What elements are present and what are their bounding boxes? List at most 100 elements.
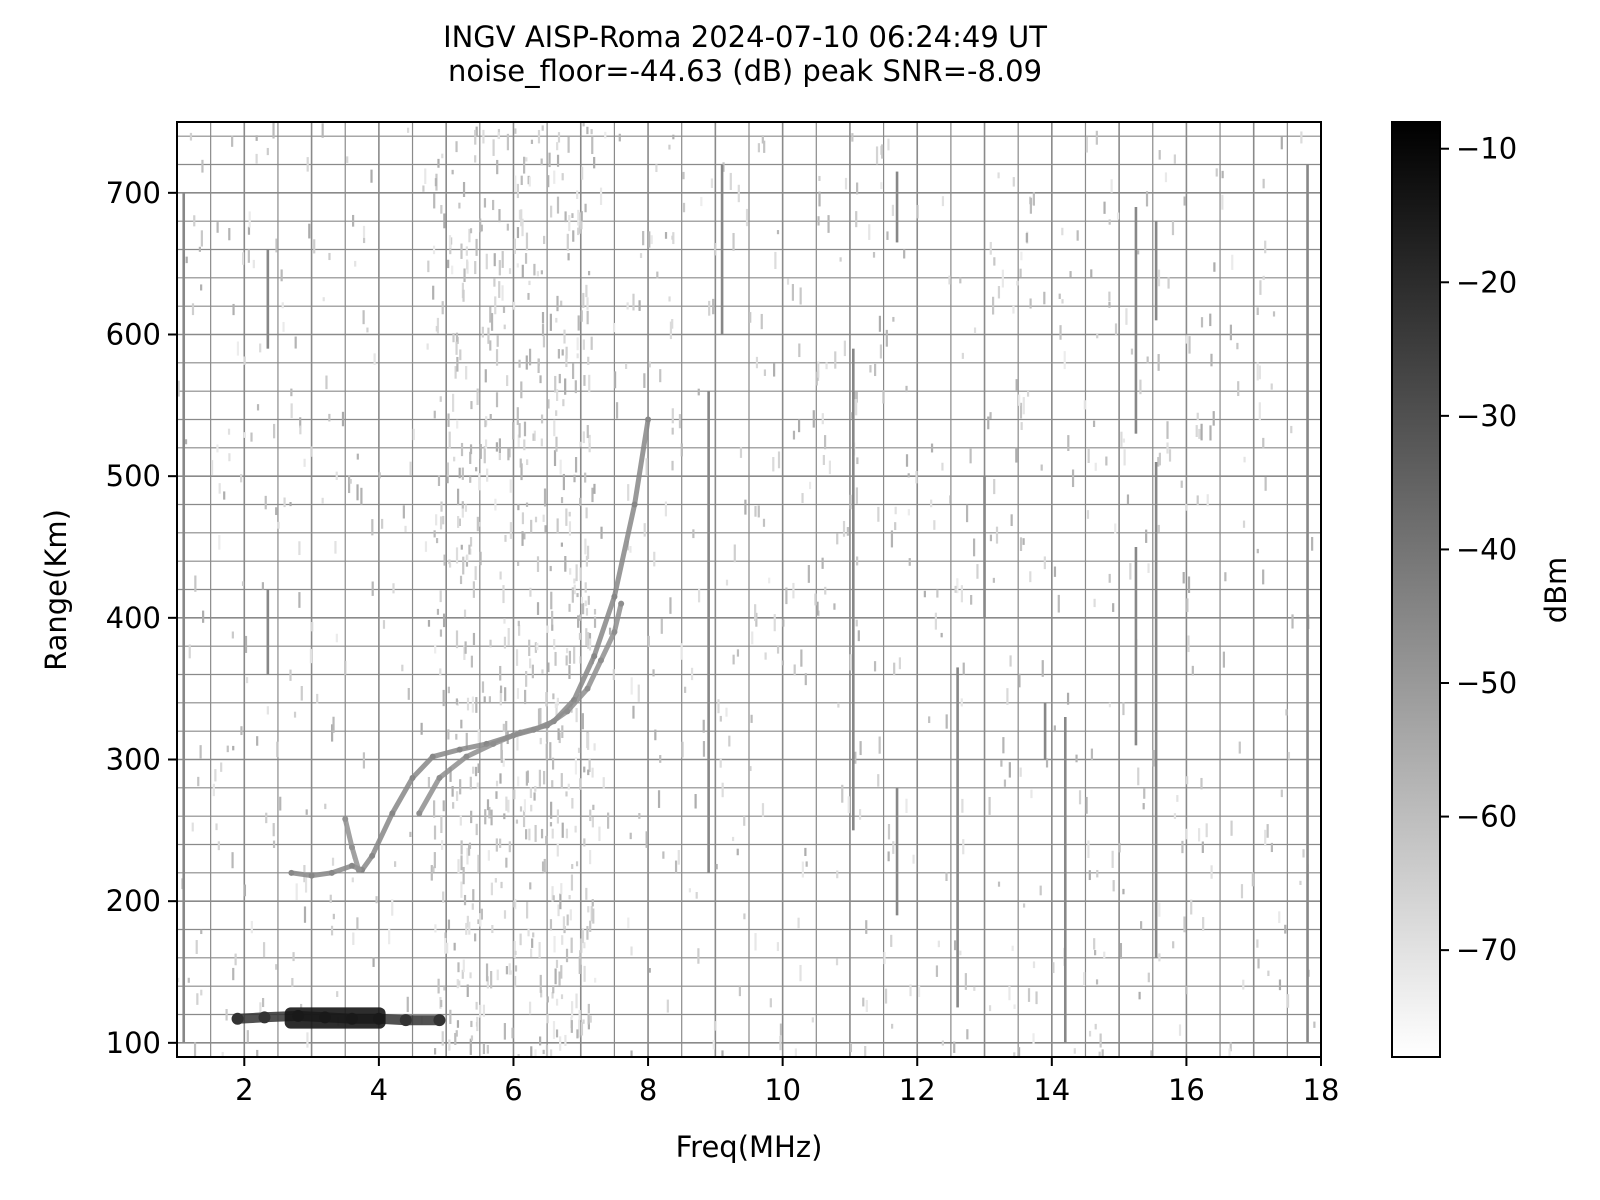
noise-speck — [495, 838, 498, 852]
noise-speck — [1145, 529, 1148, 543]
noise-speck — [495, 791, 498, 799]
noise-speck — [776, 646, 780, 654]
noise-speck — [568, 521, 572, 536]
noise-speck — [1167, 277, 1170, 289]
noise-speck — [433, 410, 436, 419]
noise-speck — [1000, 759, 1003, 767]
noise-speck — [487, 850, 490, 861]
noise-speck — [961, 352, 964, 359]
noise-speck — [793, 664, 796, 676]
noise-speck — [507, 627, 510, 646]
noise-speck — [551, 610, 554, 625]
noise-speck — [240, 726, 243, 736]
noise-speck — [478, 521, 481, 527]
noise-speck — [495, 780, 499, 787]
noise-speck — [457, 859, 460, 874]
noise-speck — [1229, 1042, 1232, 1052]
noise-speck — [1011, 945, 1014, 951]
noise-speck — [855, 487, 859, 504]
noise-speck — [486, 799, 490, 811]
noise-speck — [530, 139, 534, 144]
noise-speck — [953, 940, 957, 951]
noise-speck — [1195, 425, 1198, 437]
noise-speck — [292, 952, 295, 962]
noise-speck — [499, 571, 502, 580]
noise-speck — [684, 686, 687, 693]
noise-speck — [1018, 394, 1021, 406]
noise-speck — [503, 1023, 506, 1040]
noise-speck — [743, 913, 746, 920]
noise-speck — [243, 432, 246, 438]
noise-speck — [362, 225, 366, 239]
noise-speck — [1022, 903, 1026, 908]
noise-speck — [440, 999, 443, 1007]
x-axis-label: Freq(MHz) — [676, 1130, 823, 1164]
noise-speck — [459, 779, 462, 795]
y-axis-label: Range(Km) — [39, 509, 73, 671]
noise-speck — [522, 810, 526, 828]
noise-speck — [565, 647, 569, 654]
noise-speck — [215, 823, 218, 831]
noise-speck — [808, 481, 812, 490]
noise-speck — [1186, 776, 1189, 785]
noise-speck — [505, 720, 508, 739]
noise-speck — [406, 127, 410, 133]
noise-speck — [341, 411, 345, 427]
noise-speck — [488, 696, 491, 703]
noise-speck — [261, 997, 265, 1008]
noise-speck — [516, 688, 520, 699]
noise-speck — [546, 625, 549, 633]
noise-speck — [495, 442, 499, 452]
noise-speck — [509, 479, 512, 493]
noise-speck — [834, 351, 837, 369]
noise-speck — [1090, 748, 1094, 761]
noise-speck — [528, 348, 532, 366]
noise-speck — [507, 447, 510, 461]
noise-speck — [865, 1000, 868, 1013]
noise-speck — [465, 732, 468, 750]
noise-speck — [773, 363, 776, 377]
interference-column — [1154, 221, 1158, 321]
noise-speck — [456, 419, 459, 429]
colorbar-tick-label: −70 — [1456, 933, 1517, 967]
colorbar-tick-label: −30 — [1456, 399, 1517, 433]
noise-speck — [191, 303, 195, 316]
noise-speck — [1238, 741, 1241, 754]
noise-speck — [457, 516, 460, 528]
noise-speck — [497, 132, 500, 139]
noise-speck — [580, 596, 584, 604]
noise-speck — [496, 334, 499, 347]
noise-speck — [550, 801, 553, 819]
noise-speck — [551, 757, 555, 770]
colorbar-tick-label: −50 — [1456, 666, 1517, 700]
noise-speck — [458, 518, 461, 527]
trace-point — [429, 753, 436, 760]
noise-speck — [579, 441, 582, 447]
noise-speck — [1240, 884, 1244, 899]
noise-speck — [177, 380, 180, 397]
noise-speck — [280, 269, 283, 282]
noise-speck — [1076, 230, 1079, 241]
noise-speck — [521, 531, 524, 546]
colorbar — [1391, 121, 1441, 1058]
trace-point — [591, 653, 598, 660]
noise-speck — [565, 655, 568, 666]
noise-speck — [479, 218, 482, 233]
noise-speck — [577, 227, 580, 236]
noise-speck — [1119, 943, 1123, 959]
noise-speck — [779, 1035, 782, 1051]
noise-speck — [565, 791, 568, 797]
noise-speck — [873, 661, 877, 672]
noise-speck — [514, 950, 517, 956]
noise-speck — [234, 953, 237, 966]
noise-speck — [715, 863, 718, 870]
noise-speck — [578, 1019, 581, 1038]
noise-speck — [1183, 916, 1186, 933]
noise-speck — [563, 925, 566, 934]
noise-speck — [527, 292, 530, 300]
noise-speck — [583, 838, 586, 847]
noise-speck — [847, 796, 850, 814]
noise-speck — [736, 649, 740, 657]
noise-speck — [573, 646, 576, 664]
noise-speck — [349, 478, 352, 484]
